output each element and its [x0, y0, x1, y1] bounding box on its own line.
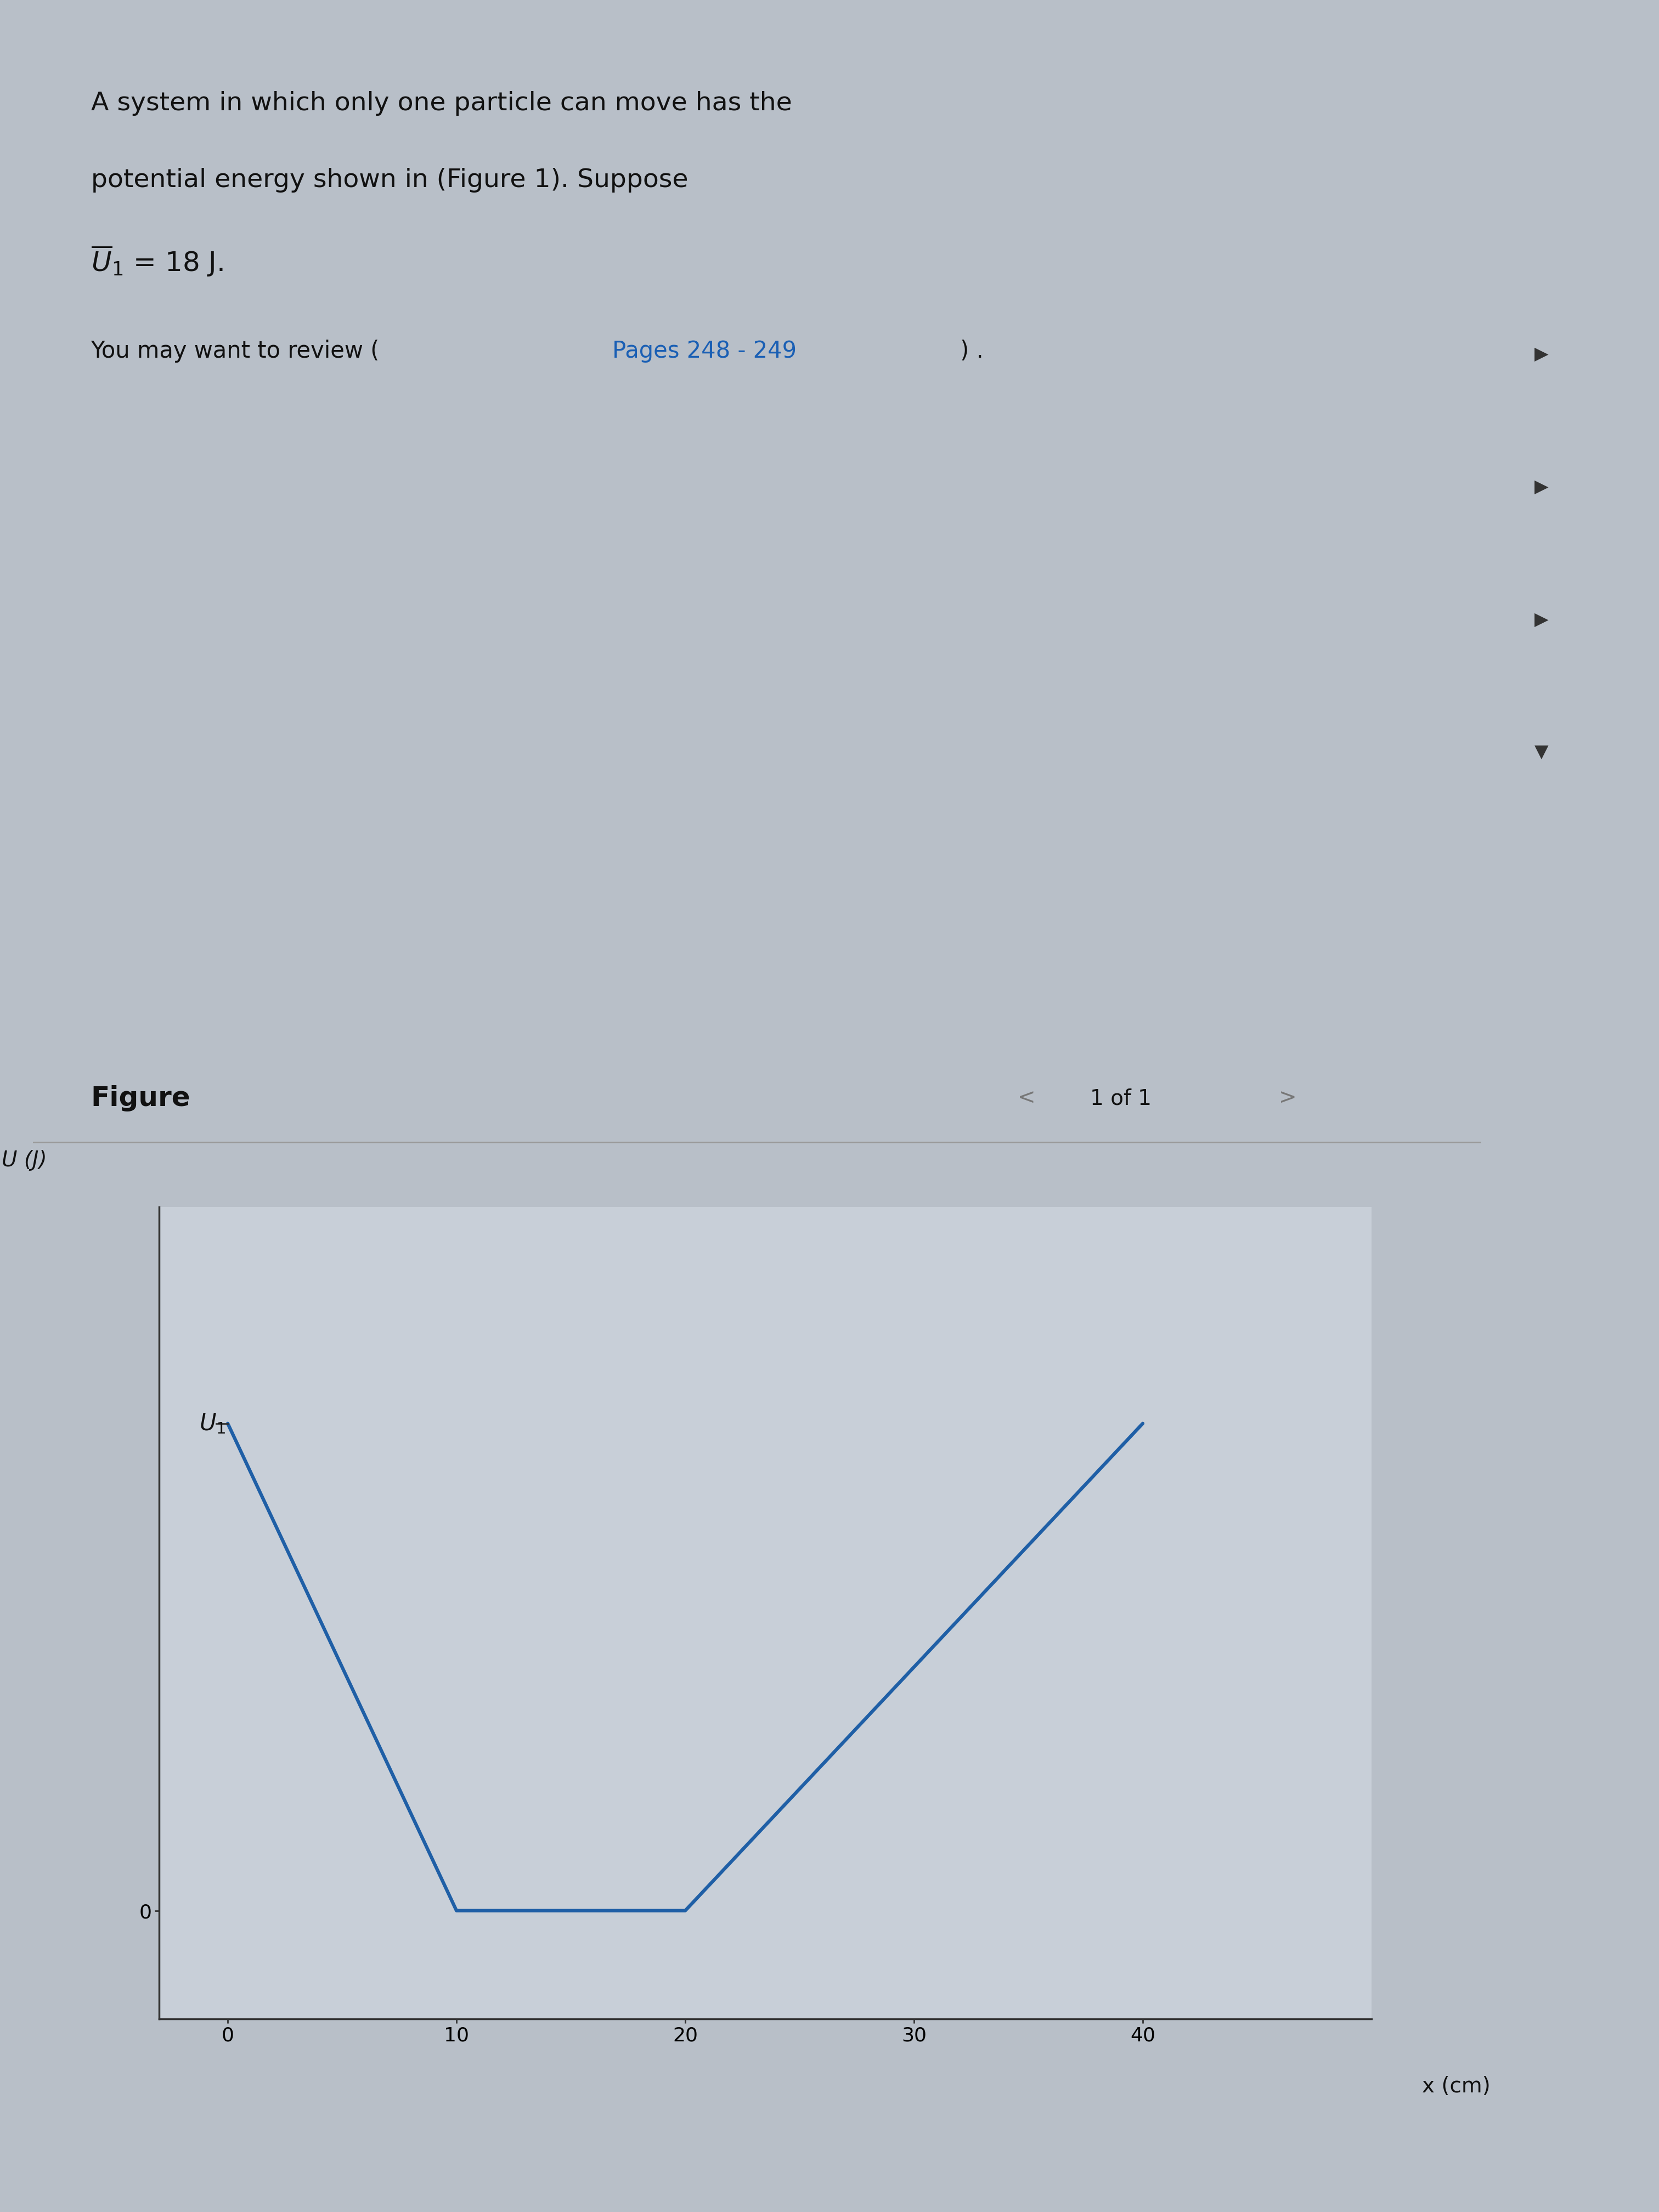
Text: <: <	[1017, 1088, 1035, 1108]
Text: ▶: ▶	[1535, 611, 1548, 628]
Text: ▼: ▼	[1535, 743, 1548, 761]
Text: potential energy shown in (Figure 1). Suppose: potential energy shown in (Figure 1). Su…	[91, 168, 688, 192]
Text: ▶: ▶	[1535, 345, 1548, 363]
Text: $\overline{U}_1$ = 18 J.: $\overline{U}_1$ = 18 J.	[91, 243, 224, 279]
Text: ▶: ▶	[1535, 478, 1548, 495]
Text: A system in which only one particle can move has the: A system in which only one particle can …	[91, 91, 791, 115]
Text: Pages 248 - 249: Pages 248 - 249	[612, 338, 796, 363]
Text: >: >	[1279, 1088, 1296, 1108]
Text: ) .: ) .	[961, 338, 984, 363]
Text: $U_1$: $U_1$	[199, 1411, 226, 1436]
X-axis label: x (cm): x (cm)	[1422, 2075, 1491, 2097]
Text: Figure: Figure	[91, 1086, 191, 1110]
Text: U (J): U (J)	[2, 1150, 46, 1170]
Text: 1 of 1: 1 of 1	[1090, 1088, 1151, 1108]
Text: You may want to review (: You may want to review (	[91, 338, 380, 363]
